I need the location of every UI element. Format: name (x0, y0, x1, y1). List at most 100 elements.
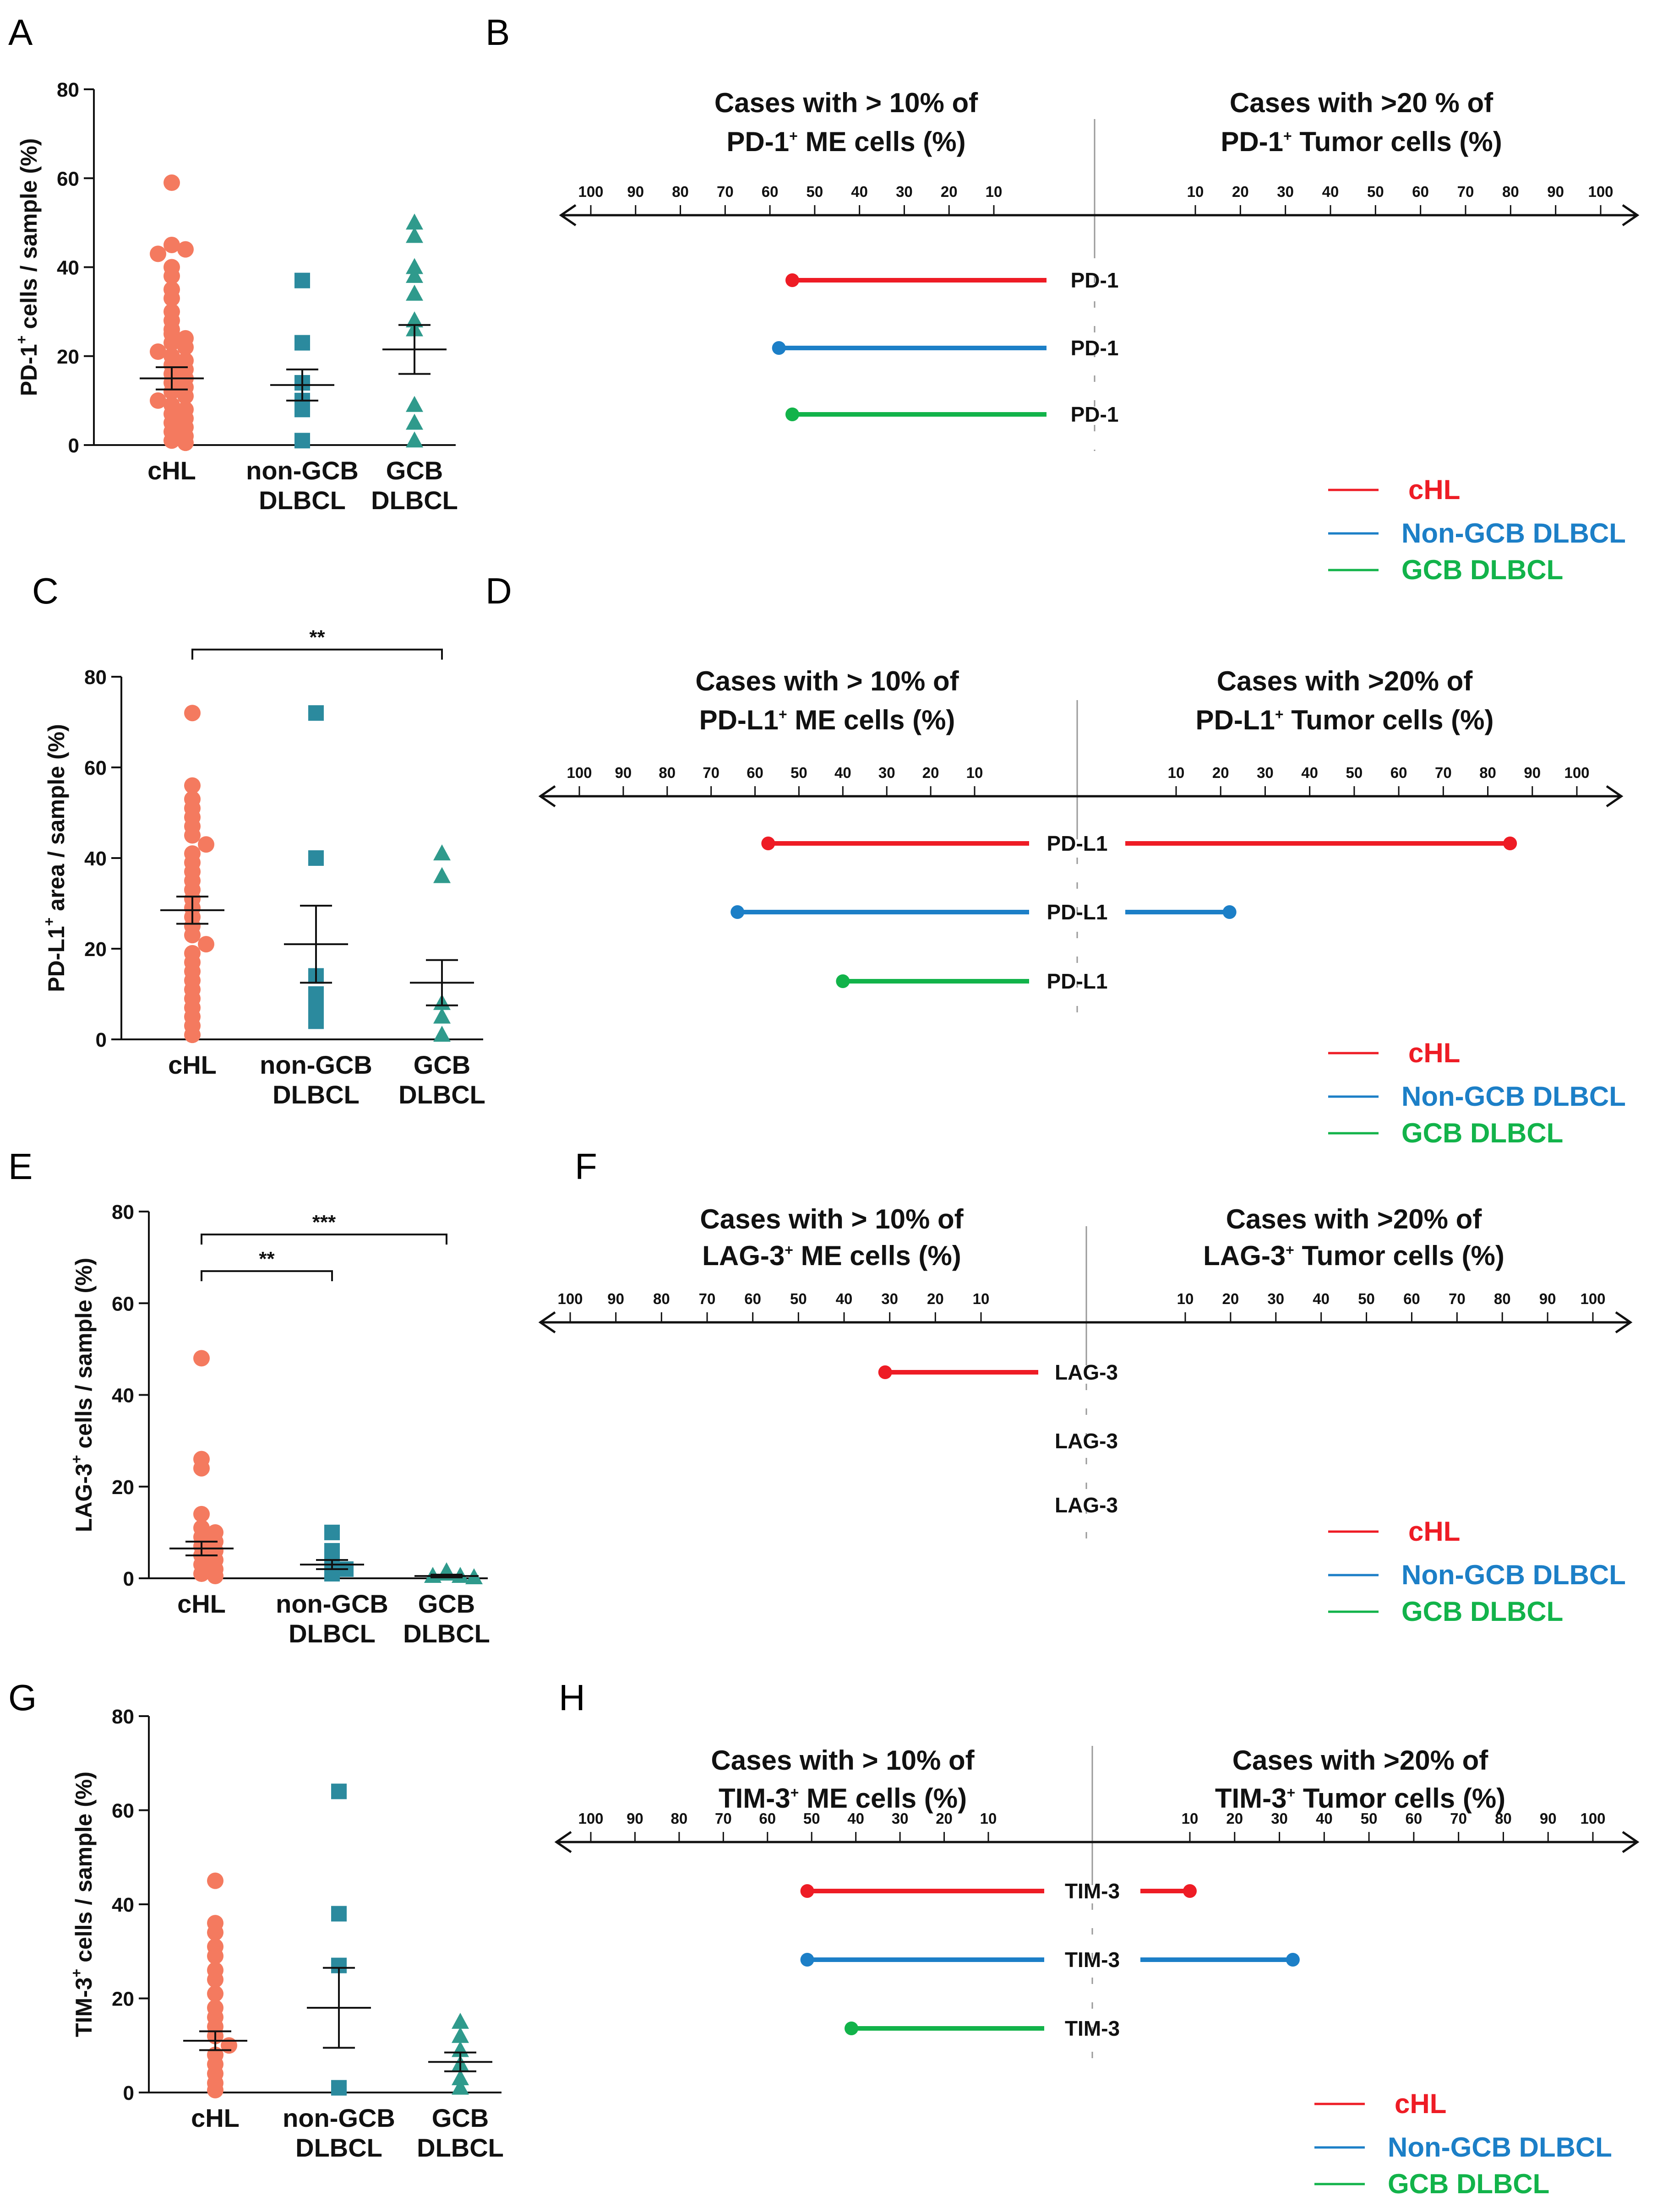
scale-tick-label: 90 (1539, 1290, 1556, 1307)
left-range-dot (836, 974, 850, 988)
scale-tick-label: 80 (671, 1810, 688, 1827)
data-point (452, 2078, 469, 2095)
left-arrowhead (559, 204, 577, 227)
legend-label: GCB DLBCL (1388, 2169, 1549, 2199)
data-point (406, 258, 423, 274)
data-point (207, 1567, 223, 1584)
scale-tick-label: 90 (627, 1810, 643, 1827)
row-label: PD-L1 (1047, 969, 1108, 993)
legend-label: cHL (1408, 1516, 1460, 1547)
scale-tick-label: 70 (1435, 764, 1452, 781)
row-label: LAG-3 (1055, 1429, 1118, 1453)
row-label: PD-1 (1071, 268, 1119, 292)
left-title: Cases with > 10% of (695, 666, 959, 696)
data-point (406, 311, 423, 328)
category-label: DLBCL (295, 2133, 382, 2162)
legend-label: Non-GCB DLBCL (1401, 518, 1626, 549)
y-tick-label: 20 (57, 346, 79, 368)
y-axis-label-group: LAG-3+ cells / sample (%) (68, 1258, 97, 1532)
data-point (184, 827, 201, 844)
scale-tick-label: 50 (790, 764, 807, 781)
data-point (198, 836, 214, 853)
scale-tick-label: 50 (1367, 183, 1384, 200)
left-range-dot (800, 1953, 814, 1967)
scale-tick-label: 90 (1540, 1810, 1557, 1827)
category-label: cHL (168, 1050, 217, 1079)
data-point (433, 867, 451, 883)
panel-letter-a: A (8, 12, 33, 53)
y-tick-label: 20 (84, 938, 107, 961)
data-point (308, 1000, 324, 1016)
scale-tick-label: 60 (1390, 764, 1407, 781)
data-point (294, 272, 310, 288)
scale-tick-label: 10 (1182, 1810, 1199, 1827)
category-label: non-GCB (246, 456, 359, 485)
left-title: Cases with > 10% of (711, 1745, 975, 1776)
category-label: DLBCL (259, 486, 346, 515)
left-range-dot (785, 273, 799, 287)
scale-tick-label: 100 (557, 1290, 583, 1307)
data-point (331, 1906, 347, 1922)
y-tick-label: 20 (112, 1988, 134, 2011)
data-point (433, 844, 451, 861)
right-title: Cases with >20 % of (1230, 87, 1493, 118)
data-point (177, 388, 194, 405)
category-label: cHL (147, 456, 196, 485)
scale-tick-label: 50 (1361, 1810, 1378, 1827)
data-point (294, 433, 310, 449)
legend-label: Non-GCB DLBCL (1401, 1560, 1626, 1590)
scale-tick-label: 100 (1580, 1810, 1605, 1827)
category-label: DLBCL (273, 1080, 360, 1109)
significance-bracket (201, 1270, 333, 1282)
legend-label: Non-GCB DLBCL (1401, 1081, 1626, 1112)
scale-tick-label: 50 (790, 1290, 807, 1307)
right-arrowhead (1606, 785, 1624, 808)
row-label: PD-1 (1071, 336, 1119, 360)
data-point (406, 431, 423, 448)
scale-tick-label: 20 (1226, 1810, 1243, 1827)
scale-tick-label: 60 (747, 764, 763, 781)
row-label: TIM-3 (1065, 2016, 1120, 2040)
y-tick-label: 0 (96, 1029, 107, 1051)
y-tick-label: 0 (123, 2082, 134, 2104)
row-label: TIM-3 (1065, 1879, 1120, 1903)
significance-label: ** (259, 1248, 275, 1270)
y-tick-label: 80 (112, 1201, 134, 1223)
data-point (308, 850, 324, 866)
y-tick-label: 20 (112, 1476, 134, 1499)
row-label: PD-L1 (1047, 900, 1108, 924)
scale-tick-label: 60 (1406, 1810, 1423, 1827)
data-point (308, 705, 324, 721)
data-point (193, 1505, 210, 1522)
scale-tick-label: 40 (1316, 1810, 1333, 1827)
panel-letter-c: C (32, 571, 59, 611)
left-title-marker: LAG-3+ ME cells (%) (702, 1240, 961, 1271)
left-title-marker: PD-L1+ ME cells (%) (699, 705, 955, 735)
scale-tick-label: 30 (1277, 183, 1294, 200)
scale-tick-label: 20 (922, 764, 939, 781)
data-point (184, 1027, 201, 1043)
scale-tick-label: 50 (807, 183, 823, 200)
scatter-panel-a: 0 20 40 60 80 PD-1+ cells / sample (%) cHL non-… (13, 79, 458, 515)
scale-tick-label: 40 (834, 764, 851, 781)
scale-tick-label: 10 (986, 183, 1003, 200)
y-axis-label: PD-1+ cells / sample (%) (13, 138, 42, 396)
range-panel-h: Cases with > 10% of TIM-3+ ME cells (%) Ca… (554, 1745, 1640, 2199)
row-label: PD-1 (1071, 402, 1119, 426)
scale-tick-label: 90 (627, 183, 644, 200)
range-panel-d: Cases with > 10% of PD-L1+ ME cells (%) Ca… (538, 666, 1626, 1148)
scatter-panel-c: 0 20 40 60 80 PD-L1+ area / sample (%) cHL non-… (41, 626, 485, 1109)
panel-letter-h: H (559, 1677, 585, 1718)
data-point (164, 432, 180, 449)
right-arrowhead (1622, 204, 1640, 227)
left-title-marker: PD-1+ ME cells (%) (726, 126, 965, 157)
y-axis-label-group: PD-1+ cells / sample (%) (13, 138, 42, 396)
scale-tick-label: 40 (851, 183, 868, 200)
left-range-dot (772, 341, 786, 355)
data-point (164, 290, 180, 307)
category-label: DLBCL (403, 1619, 490, 1648)
data-point (294, 335, 310, 351)
legend: cHL Non-GCB DLBCL GCB DLBCL (1314, 2088, 1612, 2199)
row-label: LAG-3 (1055, 1493, 1118, 1517)
